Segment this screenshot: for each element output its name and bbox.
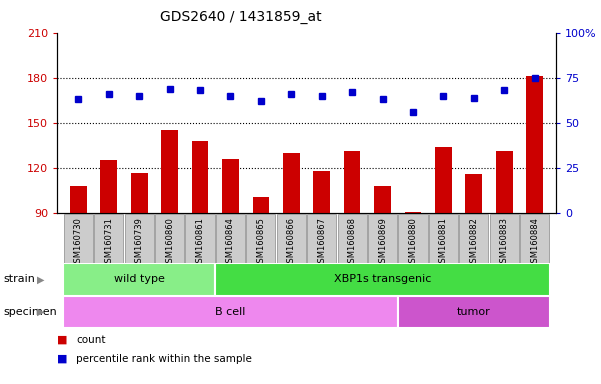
FancyBboxPatch shape: [459, 214, 489, 263]
Text: GSM160861: GSM160861: [195, 217, 204, 268]
FancyBboxPatch shape: [307, 214, 337, 263]
Text: GSM160883: GSM160883: [499, 217, 508, 268]
Bar: [404, 212, 421, 213]
Bar: [63, 263, 215, 296]
Text: strain: strain: [3, 274, 35, 285]
Text: GSM160730: GSM160730: [74, 217, 83, 268]
Text: GSM160867: GSM160867: [317, 217, 326, 268]
Bar: [70, 186, 87, 213]
Bar: [131, 172, 148, 213]
Text: percentile rank within the sample: percentile rank within the sample: [76, 354, 252, 364]
FancyBboxPatch shape: [520, 214, 549, 263]
Text: wild type: wild type: [114, 274, 165, 285]
FancyBboxPatch shape: [186, 214, 215, 263]
Text: GSM160860: GSM160860: [165, 217, 174, 268]
Bar: [283, 153, 300, 213]
Text: GSM160884: GSM160884: [530, 217, 539, 268]
Text: tumor: tumor: [457, 307, 490, 317]
Text: GSM160731: GSM160731: [105, 217, 114, 268]
FancyBboxPatch shape: [216, 214, 245, 263]
Text: GSM160881: GSM160881: [439, 217, 448, 268]
Text: GSM160869: GSM160869: [378, 217, 387, 268]
FancyBboxPatch shape: [64, 214, 93, 263]
Text: GSM160882: GSM160882: [469, 217, 478, 268]
Bar: [398, 296, 550, 328]
FancyBboxPatch shape: [124, 214, 154, 263]
Bar: [161, 131, 178, 213]
Bar: [344, 151, 361, 213]
Text: ■: ■: [57, 335, 67, 345]
Bar: [465, 174, 482, 213]
Text: ■: ■: [57, 354, 67, 364]
Bar: [496, 151, 513, 213]
Bar: [215, 263, 550, 296]
FancyBboxPatch shape: [398, 214, 427, 263]
Text: GSM160868: GSM160868: [347, 217, 356, 268]
Bar: [374, 186, 391, 213]
FancyBboxPatch shape: [246, 214, 275, 263]
Text: B cell: B cell: [215, 307, 246, 317]
FancyBboxPatch shape: [429, 214, 458, 263]
Text: GSM160739: GSM160739: [135, 217, 144, 268]
FancyBboxPatch shape: [94, 214, 123, 263]
Text: ▶: ▶: [37, 274, 44, 285]
Bar: [313, 171, 330, 213]
FancyBboxPatch shape: [276, 214, 306, 263]
Text: specimen: specimen: [3, 307, 56, 317]
FancyBboxPatch shape: [368, 214, 397, 263]
Text: GSM160864: GSM160864: [226, 217, 235, 268]
Bar: [222, 159, 239, 213]
Bar: [526, 76, 543, 213]
Bar: [435, 147, 452, 213]
Bar: [100, 161, 117, 213]
Text: GSM160866: GSM160866: [287, 217, 296, 268]
Text: ▶: ▶: [37, 307, 44, 317]
Text: GSM160865: GSM160865: [257, 217, 266, 268]
Bar: [63, 296, 398, 328]
Text: XBP1s transgenic: XBP1s transgenic: [334, 274, 432, 285]
Bar: [192, 141, 209, 213]
Text: GDS2640 / 1431859_at: GDS2640 / 1431859_at: [160, 10, 321, 23]
FancyBboxPatch shape: [338, 214, 367, 263]
FancyBboxPatch shape: [155, 214, 185, 263]
Text: GSM160880: GSM160880: [409, 217, 418, 268]
Text: count: count: [76, 335, 106, 345]
Bar: [252, 197, 269, 213]
FancyBboxPatch shape: [490, 214, 519, 263]
